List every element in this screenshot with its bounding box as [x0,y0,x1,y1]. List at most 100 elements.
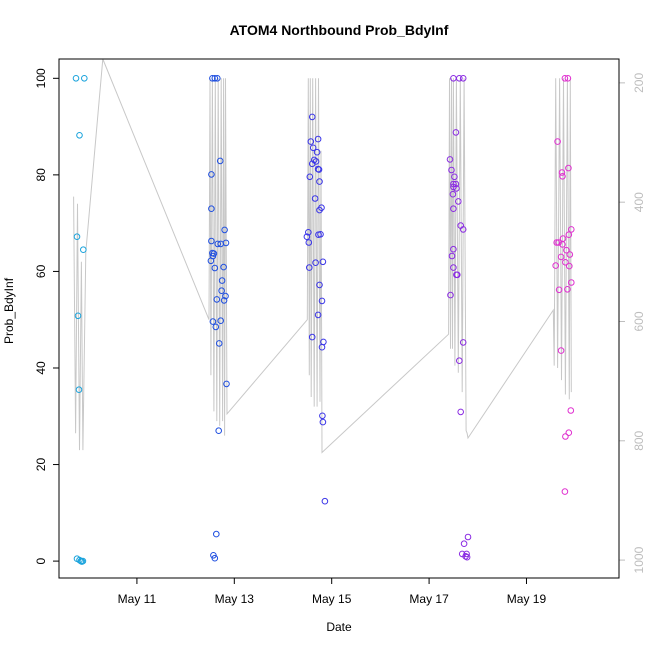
data-point [307,138,315,145]
data-point [211,75,219,82]
data-point [213,530,220,538]
data-point [456,75,463,82]
data-point [81,75,88,82]
data-point [452,129,460,136]
data-point [565,231,573,238]
data-point [459,339,467,346]
data-point [318,297,326,305]
y-tick-label: 40 [34,361,48,375]
data-point [213,296,221,303]
data-point [460,540,468,548]
data-point [74,312,82,320]
data-point [565,429,573,437]
data-point [215,340,223,347]
data-point [76,132,83,139]
data-point [223,380,230,388]
data-point [555,286,563,294]
data-point [462,553,469,560]
data-point [303,233,311,240]
data-point [220,297,228,304]
data-point [79,557,87,565]
data-point [310,156,318,164]
data-point [207,257,215,265]
data-point [216,157,224,165]
y-axis-label: Prob_BdyInf [2,277,16,344]
data-point [455,198,462,205]
data-point [208,171,215,178]
data-point [222,292,229,300]
data-point [305,229,312,236]
data-point [566,262,573,270]
data-point [568,279,575,286]
data-point [308,113,316,121]
x-tick-label: May 13 [215,592,255,606]
data-point [318,343,326,351]
x-tick-label: May 11 [118,592,157,606]
data-point [552,262,560,269]
data-point [72,75,80,82]
data-point [218,287,225,295]
data-point [459,226,467,233]
data-point [554,138,561,145]
data-point [559,173,566,180]
data-point [319,418,327,426]
data-point [73,233,81,240]
data-point [312,259,319,267]
data-point [557,347,565,354]
data-point [446,156,454,163]
data-point [209,75,216,82]
data-point [447,291,454,299]
data-point [568,226,575,233]
right-tick-label: 600 [632,311,646,331]
data-point [457,408,465,416]
data-point [305,239,313,246]
x-tick-label: May 15 [312,592,352,606]
data-point [567,407,575,414]
data-point [566,251,574,258]
data-point [212,323,220,331]
right-tick-label: 400 [632,192,646,212]
data-point [314,311,322,319]
data-point [558,169,566,176]
data-point [209,318,217,325]
data-point [308,333,316,341]
data-point [306,264,313,271]
data-point [80,246,87,253]
data-point [316,178,323,185]
data-point [315,166,323,173]
data-point [450,180,457,188]
data-point [208,205,215,212]
data-point [75,386,83,394]
data-point [309,144,317,152]
data-point [222,239,230,247]
data-point [451,173,458,181]
y-tick-label: 100 [34,68,48,88]
data-point [557,253,565,261]
data-point [456,357,463,365]
data-point [217,317,224,325]
data-point [211,554,219,562]
data-point [449,190,457,198]
right-tick-label: 200 [632,73,646,93]
x-tick-label: May 19 [507,592,547,606]
data-point [317,231,324,238]
data-point [314,135,322,143]
y-tick-label: 0 [34,557,48,564]
data-point [208,237,215,245]
y-tick-label: 20 [34,458,48,472]
depth-line-layer [73,58,572,454]
x-tick-label: May 17 [409,592,449,606]
data-point [311,195,319,202]
data-point [220,263,227,271]
data-point [214,75,221,82]
data-point [454,271,461,279]
data-point [564,75,572,82]
data-point [211,264,219,272]
plot-frame [58,58,620,579]
data-point [464,533,472,541]
data-point [215,427,222,435]
data-point [561,75,569,82]
points-layer [72,75,575,565]
data-point [564,286,571,293]
